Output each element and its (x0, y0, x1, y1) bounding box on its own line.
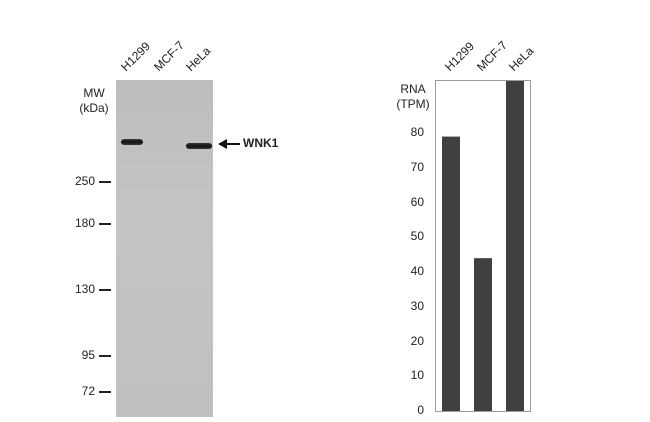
y-tick-label-10: 10 (410, 368, 424, 383)
lane-label-mcf7: MCF-7 (151, 38, 187, 74)
bar-h1299 (442, 136, 460, 411)
marker-tick-250 (99, 181, 111, 183)
marker-tick-95 (99, 355, 111, 357)
mw-header: MW (kDa) (74, 86, 114, 116)
target-label: WNK1 (243, 136, 279, 150)
mw-label: MW (83, 86, 105, 100)
lane-label-h1299: H1299 (118, 39, 154, 74)
lane-label-hela: HeLa (183, 43, 214, 74)
y-tick-label-60: 60 (410, 194, 424, 209)
marker-label-95: 95 (81, 348, 95, 362)
target-arrow-shaft (226, 143, 240, 145)
bar-mcf7 (474, 258, 492, 411)
rna-ylabel-line1: RNA (400, 82, 426, 96)
y-tick-label-30: 30 (410, 298, 424, 313)
rna-chart-panel: H1299 MCF-7 HeLa RNA (TPM) 0 10 20 30 40 50 60… (380, 0, 650, 422)
y-tick-label-50: 50 (410, 229, 424, 244)
target-arrow-icon (218, 139, 227, 149)
y-tick-label-40: 40 (410, 264, 424, 279)
rna-ylabel-line2: (TPM) (396, 97, 430, 111)
marker-tick-130 (99, 289, 111, 291)
chart-category-hela: HeLa (506, 43, 537, 74)
bar-hela (506, 81, 524, 411)
marker-label-130: 130 (74, 282, 95, 296)
marker-label-180: 180 (74, 216, 95, 230)
western-blot-panel: H1299 MCF-7 HeLa MW (kDa) WNK1 250 180 1… (0, 0, 300, 422)
chart-category-h1299: H1299 (442, 39, 478, 74)
band-h1299 (121, 139, 143, 145)
kda-label: (kDa) (79, 101, 109, 115)
band-hela (186, 143, 212, 149)
rna-ylabel: RNA (TPM) (388, 82, 438, 112)
rna-bar-chart (435, 80, 531, 412)
marker-tick-180 (99, 223, 111, 225)
y-tick-label-80: 80 (410, 125, 424, 140)
chart-category-mcf7: MCF-7 (474, 38, 510, 74)
y-tick-label-20: 20 (410, 333, 424, 348)
blot-membrane (116, 80, 213, 417)
marker-label-250: 250 (74, 174, 95, 188)
marker-tick-72 (99, 391, 111, 393)
marker-label-72: 72 (81, 384, 95, 398)
y-tick-label-0: 0 (417, 403, 424, 417)
chart-frame (435, 80, 531, 412)
y-tick-label-70: 70 (410, 159, 424, 174)
